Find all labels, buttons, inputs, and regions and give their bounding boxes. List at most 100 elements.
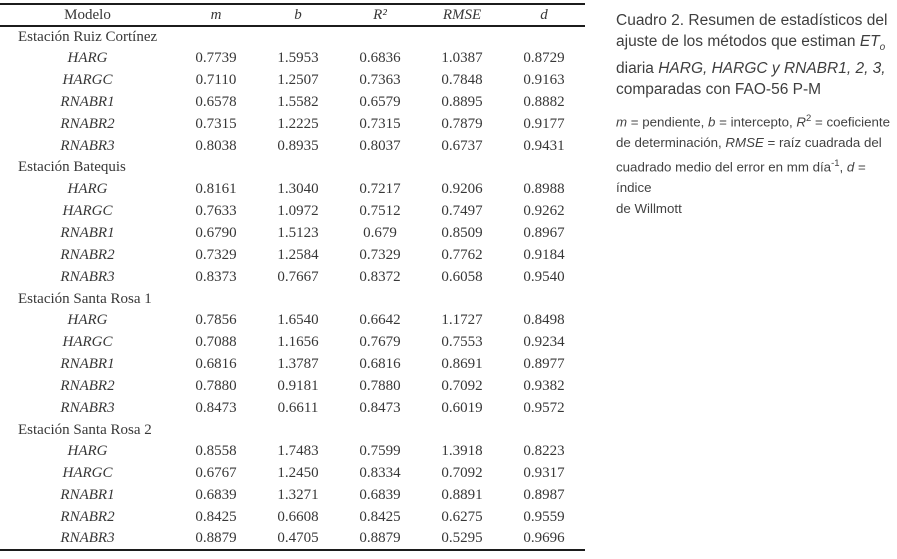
caption-line2: ajuste de los métodos que estiman bbox=[616, 33, 860, 50]
stat-value: 0.9206 bbox=[441, 181, 483, 198]
model-name: HARG bbox=[67, 181, 108, 198]
station-row: Estación Batequis bbox=[0, 157, 585, 179]
table-row: RNABR1 0.6839 1.3271 0.6839 0.8891 0.8987 bbox=[0, 485, 585, 507]
stat-value: 1.3271 bbox=[277, 487, 319, 504]
header-rmse: RMSE bbox=[421, 4, 503, 27]
table-row: RNABR3 0.8879 0.4705 0.8879 0.5295 0.9696 bbox=[0, 528, 585, 550]
station-row: Estación Santa Rosa 2 bbox=[0, 419, 585, 441]
stat-value: 1.2507 bbox=[277, 72, 319, 89]
stat-value: 0.7315 bbox=[195, 115, 237, 132]
note-text: = índice bbox=[616, 159, 866, 196]
model-name: RNABR2 bbox=[60, 246, 115, 263]
stat-value: 0.9262 bbox=[523, 203, 565, 220]
note-symbol-r-sup: 2 bbox=[806, 113, 812, 125]
stat-value: 0.6019 bbox=[441, 399, 483, 416]
stat-value: 0.7329 bbox=[195, 246, 237, 263]
stat-value: 1.6540 bbox=[277, 312, 319, 329]
stat-value: 0.9181 bbox=[277, 377, 319, 394]
table-row: HARGC 0.7110 1.2507 0.7363 0.7848 0.9163 bbox=[0, 70, 585, 92]
stats-table-container: Modelo m b R² RMSE d Estación Ruiz Cortí… bbox=[0, 3, 585, 552]
stat-value: 0.7599 bbox=[359, 443, 401, 460]
header-b: b bbox=[257, 4, 339, 27]
caption-model-names: HARG, HARGC y RNABR1, 2, 3, bbox=[658, 60, 886, 78]
model-name: HARG bbox=[67, 50, 108, 67]
model-name: HARG bbox=[67, 312, 108, 329]
header-modelo: Modelo bbox=[0, 4, 175, 27]
station-name: Estación Santa Rosa 1 bbox=[18, 290, 152, 307]
stat-value: 0.8161 bbox=[195, 181, 237, 198]
stat-value: 0.9177 bbox=[523, 115, 565, 132]
header-row: Modelo m b R² RMSE d bbox=[0, 4, 585, 27]
stat-value: 0.7092 bbox=[441, 465, 483, 482]
stat-value: 1.3918 bbox=[441, 443, 483, 460]
station-row: Estación Santa Rosa 1 bbox=[0, 288, 585, 310]
stat-value: 0.8891 bbox=[441, 487, 483, 504]
stat-value: 0.9184 bbox=[523, 246, 565, 263]
stat-value: 1.5123 bbox=[277, 225, 319, 242]
stat-value: 0.7329 bbox=[359, 246, 401, 263]
stat-value: 0.7667 bbox=[277, 268, 319, 285]
stat-value: 0.7633 bbox=[195, 203, 237, 220]
stat-value: 0.6275 bbox=[441, 508, 483, 525]
stat-value: 0.7762 bbox=[441, 246, 483, 263]
model-name: RNABR3 bbox=[60, 399, 115, 416]
stat-value: 1.3787 bbox=[277, 356, 319, 373]
model-name: HARGC bbox=[62, 72, 113, 89]
stat-value: 0.8372 bbox=[359, 268, 401, 285]
table-caption: Cuadro 2. Resumen de estadísticos del aj… bbox=[616, 10, 894, 100]
header-d: d bbox=[503, 4, 585, 27]
stat-value: 1.1656 bbox=[277, 334, 319, 351]
stat-value: 0.8988 bbox=[523, 181, 565, 198]
stat-value: 0.8473 bbox=[359, 399, 401, 416]
stat-value: 0.9696 bbox=[523, 530, 565, 547]
stat-value: 0.8473 bbox=[195, 399, 237, 416]
model-name: HARGC bbox=[62, 203, 113, 220]
stats-table: Modelo m b R² RMSE d Estación Ruiz Cortí… bbox=[0, 3, 585, 552]
stat-value: 0.7497 bbox=[441, 203, 483, 220]
stat-value: 0.8882 bbox=[523, 93, 565, 110]
note-text: de determinación, bbox=[616, 135, 726, 151]
stat-value: 0.8037 bbox=[359, 137, 401, 154]
note-text: = pendiente, bbox=[627, 114, 709, 130]
stat-value: 0.8425 bbox=[359, 508, 401, 525]
stat-value: 0.6642 bbox=[359, 312, 401, 329]
model-name: RNABR1 bbox=[60, 487, 115, 504]
model-name: RNABR3 bbox=[60, 137, 115, 154]
stat-value: 0.7848 bbox=[441, 72, 483, 89]
note-text: cuadrado medio del error en mm día bbox=[616, 159, 832, 175]
stat-value: 1.2225 bbox=[277, 115, 319, 132]
station-name: Estación Batequis bbox=[18, 159, 126, 176]
note-symbol-r: R bbox=[796, 114, 806, 130]
stat-value: 0.7553 bbox=[441, 334, 483, 351]
model-name: HARGC bbox=[62, 334, 113, 351]
station-name: Estación Santa Rosa 2 bbox=[18, 421, 152, 438]
model-name: RNABR3 bbox=[60, 268, 115, 285]
note-text: = coeficiente bbox=[811, 114, 891, 130]
stat-value: 0.8879 bbox=[195, 530, 237, 547]
stat-value: 0.7088 bbox=[195, 334, 237, 351]
caption-et-symbol: ET bbox=[859, 33, 880, 50]
stat-value: 0.9572 bbox=[523, 399, 565, 416]
stat-value: 0.8987 bbox=[523, 487, 565, 504]
table-row: RNABR3 0.8373 0.7667 0.8372 0.6058 0.9540 bbox=[0, 266, 585, 288]
caption-line4: comparadas con FAO-56 P-M bbox=[616, 81, 822, 99]
stat-value: 0.7217 bbox=[359, 181, 401, 198]
model-name: RNABR2 bbox=[60, 115, 115, 132]
table-row: HARG 0.8558 1.7483 0.7599 1.3918 0.8223 bbox=[0, 441, 585, 463]
stat-value: 0.8373 bbox=[195, 268, 237, 285]
stat-value: 0.7856 bbox=[195, 312, 237, 329]
stat-value: 0.6611 bbox=[277, 399, 319, 416]
stat-value: 1.2584 bbox=[277, 246, 319, 263]
stat-value: 0.8879 bbox=[359, 530, 401, 547]
table-row: RNABR1 0.6790 1.5123 0.679 0.8509 0.8967 bbox=[0, 223, 585, 245]
stat-value: 1.5582 bbox=[277, 93, 319, 110]
stat-value: 0.8977 bbox=[523, 356, 565, 373]
stat-value: 1.1727 bbox=[441, 312, 483, 329]
caption-line1: Cuadro 2. Resumen de estadísticos del bbox=[616, 12, 888, 29]
stat-value: 0.7739 bbox=[195, 50, 237, 67]
stat-value: 0.6058 bbox=[441, 268, 483, 285]
header-r2: R² bbox=[339, 4, 421, 27]
stat-value: 0.6767 bbox=[195, 465, 237, 482]
note-exp-minus1: -1 bbox=[831, 158, 840, 170]
stat-value: 0.8691 bbox=[441, 356, 483, 373]
